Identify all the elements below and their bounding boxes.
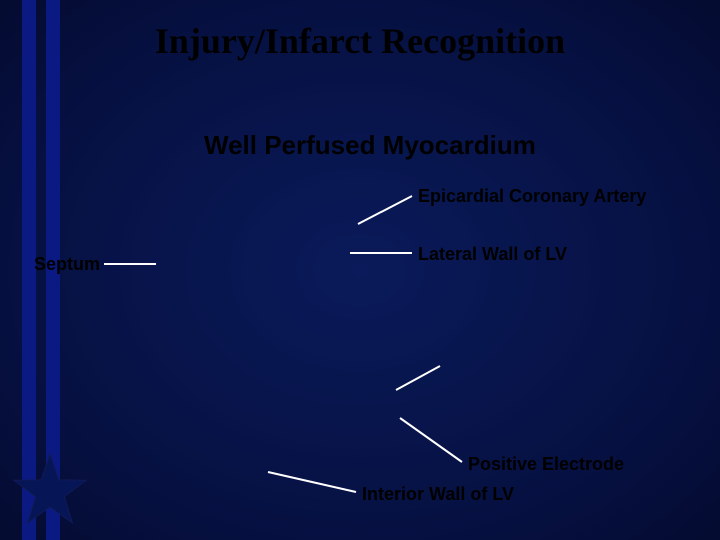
label-epicardial: Epicardial Coronary Artery — [418, 186, 646, 207]
star-icon — [10, 452, 90, 532]
label-interior: Interior Wall of LV — [362, 484, 514, 505]
slide-title: Injury/Infarct Recognition — [0, 20, 720, 62]
label-lateral: Lateral Wall of LV — [418, 244, 567, 265]
label-septum: Septum — [34, 254, 100, 275]
label-positive: Positive Electrode — [468, 454, 624, 475]
slide-subtitle: Well Perfused Myocardium — [204, 130, 536, 161]
